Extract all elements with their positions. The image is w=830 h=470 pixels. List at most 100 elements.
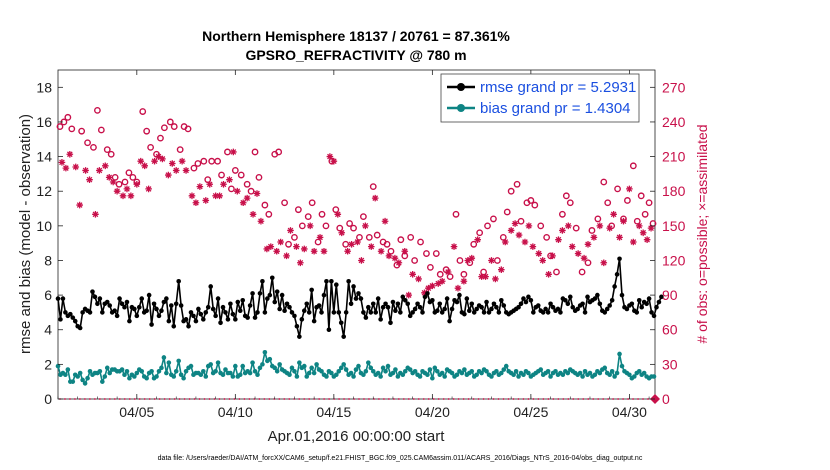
obs-assimilated-point [525, 222, 533, 230]
rmse-point [205, 304, 211, 310]
bias-point [393, 367, 398, 372]
obs-assimilated-point [395, 259, 403, 267]
bias-point [462, 367, 467, 372]
rmse-point [612, 284, 617, 289]
bias-point [203, 374, 209, 379]
obs-assimilated-point [330, 157, 338, 165]
bias-point [176, 358, 181, 364]
obs-possible-point [350, 224, 357, 232]
bias-point [353, 367, 359, 372]
bias-point [178, 372, 184, 378]
obs-assimilated-point [580, 254, 588, 262]
bias-point [368, 365, 374, 371]
obs-assimilated-point [76, 201, 83, 209]
baseline-dot [522, 398, 525, 400]
rmse-point [92, 294, 98, 300]
rmse-point [132, 306, 137, 312]
rmse-point [235, 299, 241, 305]
rmse-point [466, 308, 472, 313]
rmse-point [136, 304, 142, 310]
rmse-point [144, 308, 149, 313]
rmse-point [595, 292, 600, 298]
obs-assimilated-point [415, 275, 422, 283]
obs-possible-point [397, 236, 405, 244]
bias-point [434, 368, 440, 374]
baseline-dot [517, 398, 520, 400]
obs-assimilated-point [616, 234, 623, 241]
baseline-dot [427, 398, 430, 400]
obs-assimilated-point [297, 259, 304, 267]
rmse-point [245, 315, 250, 320]
baseline-dot [343, 398, 345, 400]
bias-point [390, 370, 396, 376]
obs-possible-point [157, 134, 164, 142]
bias-point [442, 374, 447, 379]
baseline-dot [547, 398, 550, 400]
obs-assimilated-point [549, 252, 556, 260]
bias-point [124, 368, 130, 374]
baseline-dot [198, 398, 201, 400]
bias-point [274, 368, 280, 374]
obs-possible-point [170, 123, 178, 130]
bias-point [306, 370, 312, 376]
rmse-point [294, 323, 300, 329]
bias-point [602, 365, 608, 371]
rmse-point [437, 301, 443, 307]
baseline-dot [617, 398, 620, 400]
baseline-dot [368, 398, 370, 400]
x-tick-label: 04/25 [513, 404, 548, 420]
bias-point [449, 370, 455, 376]
bias-point [348, 370, 354, 376]
rmse-point [639, 304, 645, 310]
baseline-dot [402, 398, 405, 400]
baseline-dot [113, 398, 116, 400]
bias-point [580, 374, 585, 379]
rmse-point [368, 310, 374, 315]
bias-point [439, 370, 445, 376]
rmse-point [326, 327, 332, 333]
obs-possible-point [218, 171, 225, 179]
bias-point [319, 368, 324, 374]
rmse-point [388, 320, 393, 326]
legend: rmse grand pr = 5.2931 bias grand pr = 1… [440, 73, 640, 123]
bias-point [166, 360, 172, 365]
rmse-point [213, 313, 218, 319]
rmse-point [484, 299, 489, 305]
rmse-point [218, 320, 223, 326]
rmse-point [223, 310, 228, 315]
bias-point [70, 379, 76, 384]
rmse-point [548, 301, 553, 307]
rmse-point [442, 306, 447, 312]
obs-possible-point [121, 178, 129, 186]
bias-point [267, 356, 273, 362]
rmse-point [550, 304, 556, 310]
rmse-point [378, 317, 383, 322]
obs-assimilated-point [362, 222, 369, 230]
baseline-dot [323, 398, 326, 400]
obs-assimilated-point [478, 273, 485, 280]
rmse-point [410, 310, 415, 315]
rmse-point [260, 278, 265, 284]
baseline-dot [472, 398, 475, 400]
obs-possible-point [322, 222, 330, 230]
rmse-point [407, 313, 413, 319]
bias-point [432, 365, 438, 371]
rmse-point [582, 310, 588, 315]
rmse-point [447, 318, 452, 324]
rmse-point [196, 306, 201, 312]
baseline-dot [527, 398, 530, 400]
obs-possible-point [507, 187, 515, 195]
obs-assimilated-point [155, 153, 162, 160]
obs-possible-point [78, 127, 86, 135]
baseline-dot [407, 398, 410, 400]
bias-point [329, 370, 334, 376]
bias-point [425, 372, 430, 378]
bias-point [63, 372, 68, 378]
obs-assimilated-point [96, 167, 103, 174]
bias-point [119, 367, 125, 372]
bias-point [526, 370, 531, 376]
bias-point [548, 374, 553, 379]
rmse-point [501, 303, 507, 308]
legend-rmse-marker [457, 83, 465, 91]
rmse-point [321, 292, 327, 298]
